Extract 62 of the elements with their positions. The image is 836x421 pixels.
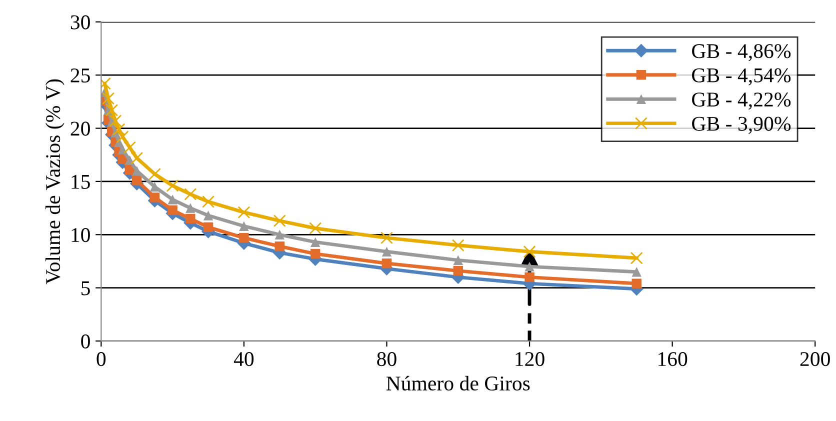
point (106, 104, 118, 116)
x-tick-label: 120 (516, 352, 544, 366)
point (116, 130, 129, 144)
point (168, 194, 178, 204)
point (310, 237, 320, 247)
point (273, 214, 286, 228)
point (118, 144, 128, 154)
point (239, 221, 249, 231)
point (310, 248, 320, 259)
point (239, 232, 249, 243)
point (102, 92, 115, 105)
point (202, 195, 214, 208)
point (109, 114, 122, 128)
y-tick-label: 5 (82, 281, 90, 296)
y-tick-label: 20 (70, 122, 90, 136)
point (148, 168, 161, 180)
point (184, 188, 197, 200)
point (124, 155, 135, 166)
point (453, 266, 463, 276)
point (630, 252, 643, 264)
x-axis-title: Número de Giros (386, 376, 530, 391)
y-tick-label: 10 (72, 228, 90, 242)
point (382, 246, 392, 257)
point (382, 258, 392, 268)
legend-label: GB - 4,54% (692, 68, 791, 86)
point (274, 241, 285, 252)
point (168, 205, 178, 216)
y-tick-label: 30 (70, 15, 90, 30)
y-tick-label: 25 (70, 68, 90, 83)
point (130, 152, 144, 164)
point (238, 206, 250, 219)
x-tick-label: 80 (377, 352, 396, 366)
x-tick-label: 40 (234, 352, 254, 366)
x-tick-label: 0 (96, 352, 106, 366)
point (453, 255, 463, 266)
y-axis-title: Volume de Vazios (% V) (45, 79, 64, 284)
x-tick-label: 200 (800, 352, 830, 366)
legend-label: GB - 4,86% (692, 44, 791, 62)
point (452, 239, 464, 252)
x-tick-label: 160 (658, 352, 688, 366)
point (132, 176, 142, 186)
point (274, 230, 285, 240)
point (632, 267, 642, 277)
point (524, 272, 534, 282)
point (632, 278, 642, 288)
point (380, 232, 393, 244)
point (524, 262, 534, 272)
point (166, 179, 179, 192)
point (150, 192, 160, 202)
y-tick-label: 0 (81, 334, 90, 348)
point (123, 141, 136, 154)
point (150, 182, 160, 192)
y-tick-label: 15 (72, 174, 90, 189)
point (203, 210, 214, 220)
point (203, 222, 214, 232)
point (112, 123, 126, 136)
point (309, 222, 322, 235)
point (186, 203, 196, 213)
point (186, 214, 196, 224)
point (523, 245, 536, 258)
legend-label: GB - 3,90% (692, 116, 791, 134)
legend-label: GB - 4,22% (692, 92, 791, 110)
